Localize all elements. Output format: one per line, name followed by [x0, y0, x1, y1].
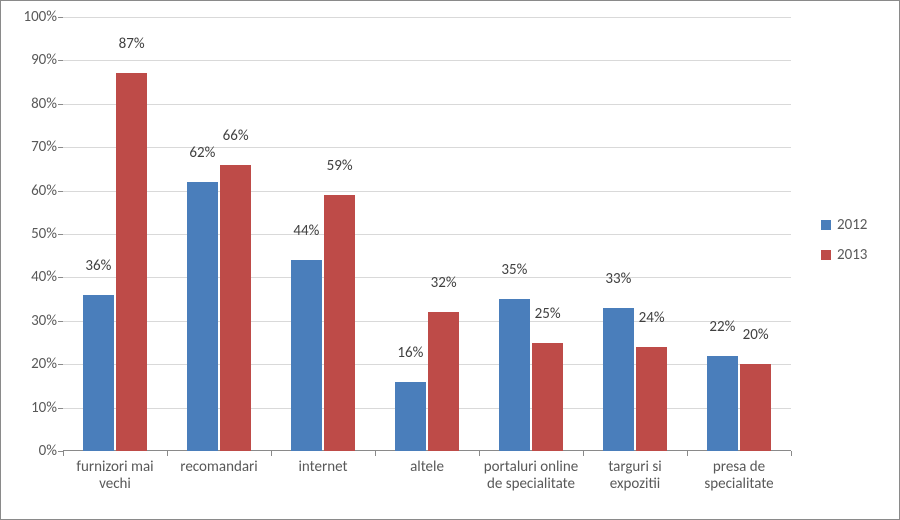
category-group: 22%20%presa de specialitate [687, 17, 791, 451]
data-label: 16% [397, 344, 423, 362]
legend-item: 2013 [821, 246, 867, 264]
data-label: 22% [709, 318, 735, 336]
y-tick-label: 100% [23, 8, 57, 26]
data-label: 59% [327, 157, 353, 175]
bar [636, 347, 667, 451]
plot-area: 0%10%20%30%40%50%60%70%80%90%100%36%87%f… [63, 17, 791, 451]
data-label: 33% [605, 270, 631, 288]
category-group: 33%24%targuri si expozitii [583, 17, 687, 451]
data-label: 24% [639, 309, 665, 327]
x-tick-mark [167, 451, 168, 456]
category-label: furnizori mai vechi [63, 459, 167, 494]
legend-label: 2013 [837, 246, 867, 264]
x-tick-mark [479, 451, 480, 456]
bar [187, 182, 218, 451]
x-tick-mark [63, 451, 64, 456]
category-label: presa de specialitate [687, 459, 791, 494]
category-label: recomandari [167, 459, 271, 476]
bar [395, 382, 426, 451]
category-group: 44%59%internet [271, 17, 375, 451]
category-label: targuri si expozitii [583, 459, 687, 494]
bar [707, 356, 738, 451]
y-tick-label: 0% [39, 442, 57, 460]
data-label: 66% [223, 127, 249, 145]
bar [291, 260, 322, 451]
data-label: 35% [501, 261, 527, 279]
legend-swatch [821, 250, 831, 260]
bar [324, 195, 355, 451]
data-label: 36% [85, 257, 111, 275]
bar [499, 299, 530, 451]
x-tick-mark [375, 451, 376, 456]
legend-item: 2012 [821, 216, 867, 234]
y-tick-label: 70% [31, 138, 57, 156]
y-tick-label: 10% [31, 399, 57, 417]
category-label: altele [375, 459, 479, 476]
legend-label: 2012 [837, 216, 867, 234]
y-tick-label: 30% [31, 312, 57, 330]
bar [116, 73, 147, 451]
category-label: internet [271, 459, 375, 476]
bar [603, 308, 634, 451]
category-group: 16%32%altele [375, 17, 479, 451]
data-label: 87% [119, 35, 145, 53]
y-tick-label: 80% [31, 95, 57, 113]
x-tick-mark [791, 451, 792, 456]
y-tick-label: 20% [31, 355, 57, 373]
chart-frame: 0% 10% 20% 30% 40% 50% 60% 70% 80% 90% 100% 36% 87% f… [0, 0, 900, 520]
bar [220, 165, 251, 451]
y-tick-label: 40% [31, 268, 57, 286]
y-tick-label: 90% [31, 51, 57, 69]
category-group: 35%25%portaluri online de specialitate [479, 17, 583, 451]
category-group: 62%66%recomandari [167, 17, 271, 451]
x-tick-mark [271, 451, 272, 456]
x-tick-mark [583, 451, 584, 456]
data-label: 25% [535, 305, 561, 323]
category-group: 36%87%furnizori mai vechi [63, 17, 167, 451]
data-label: 32% [431, 274, 457, 292]
bar [532, 343, 563, 452]
data-label: 20% [743, 326, 769, 344]
bar [740, 364, 771, 451]
data-label: 44% [293, 222, 319, 240]
y-tick-label: 60% [31, 182, 57, 200]
legend: 2012 2013 [821, 216, 867, 264]
y-tick-label: 50% [31, 225, 57, 243]
bar [428, 312, 459, 451]
category-label: portaluri online de specialitate [479, 459, 583, 494]
data-label: 62% [189, 144, 215, 162]
x-tick-mark [687, 451, 688, 456]
legend-swatch [821, 220, 831, 230]
bar [83, 295, 114, 451]
